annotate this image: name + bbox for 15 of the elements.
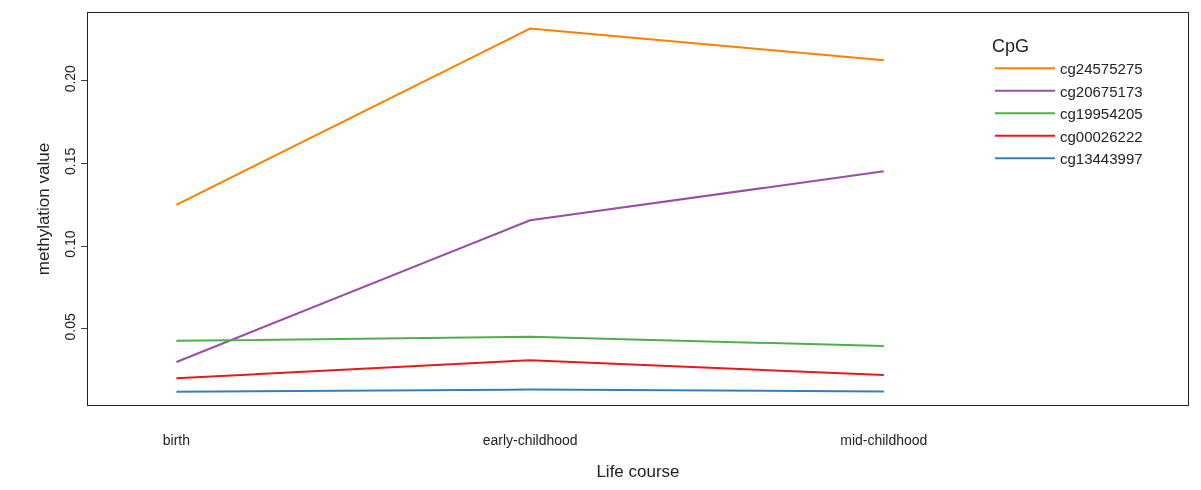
legend-label: cg13443997: [1060, 150, 1143, 168]
y-tick-label: 0.20: [62, 64, 79, 93]
x-tick-label: early-childhood: [482, 431, 578, 448]
legend-label: cg20675173: [1060, 82, 1143, 100]
y-axis-title: methylation value: [33, 142, 53, 276]
y-tick-label: 0.05: [62, 312, 79, 341]
legend-label: cg00026222: [1060, 127, 1143, 145]
legend-label: cg19954205: [1060, 105, 1143, 123]
legend-title: CpG: [992, 36, 1030, 57]
y-tick-label: 0.15: [62, 147, 79, 176]
x-axis-title: Life course: [596, 462, 680, 482]
x-tick-label: birth: [162, 431, 191, 448]
x-tick-label: mid-childhood: [840, 431, 928, 448]
legend-label: cg24575275: [1060, 60, 1143, 78]
y-tick-label: 0.10: [62, 230, 79, 258]
